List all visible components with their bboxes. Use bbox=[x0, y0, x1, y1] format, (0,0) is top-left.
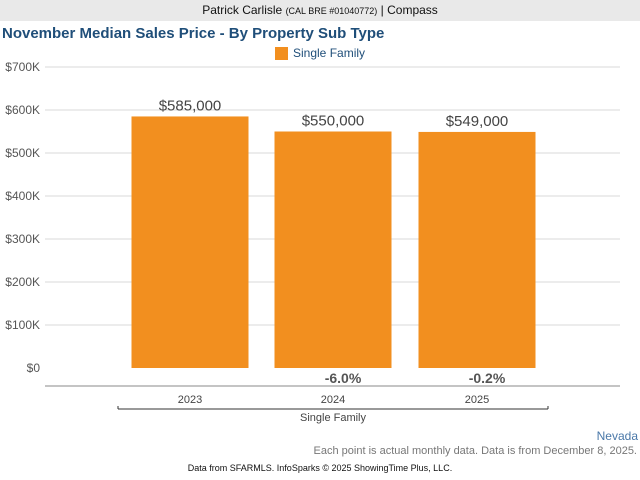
y-tick-label: $300K bbox=[5, 232, 40, 246]
bar[interactable] bbox=[274, 131, 392, 369]
change-label: -0.2% bbox=[469, 370, 506, 386]
bar[interactable] bbox=[418, 131, 536, 368]
bar-value-label: $585,000 bbox=[159, 97, 222, 114]
agent-name: Patrick Carlisle bbox=[202, 3, 283, 17]
y-tick-label: $400K bbox=[5, 189, 40, 203]
bar-chart: $0 $100K $200K $300K $400K $500K $600K $700K $58… bbox=[5, 60, 620, 424]
header-separator: | bbox=[380, 3, 384, 17]
agent-header: Patrick Carlisle (CAL BRE #01040772) | C… bbox=[0, 0, 640, 21]
y-tick-label: $200K bbox=[5, 275, 40, 289]
x-tick-label: 2023 bbox=[178, 394, 202, 406]
y-tick-label: $100K bbox=[5, 318, 40, 332]
data-note: Each point is actual monthly data. Data … bbox=[313, 445, 637, 457]
group-label: Single Family bbox=[300, 412, 367, 424]
region-label: Nevada bbox=[596, 429, 638, 443]
chart-title: November Median Sales Price - By Propert… bbox=[2, 25, 385, 42]
bar[interactable] bbox=[131, 116, 249, 368]
brokerage-name: Compass bbox=[387, 3, 438, 17]
y-tick-label: $700K bbox=[5, 60, 40, 74]
x-tick-label: 2024 bbox=[321, 394, 345, 406]
change-label: -6.0% bbox=[325, 370, 362, 386]
y-tick-label: $600K bbox=[5, 103, 40, 117]
chart-legend[interactable]: Single Family bbox=[275, 46, 365, 60]
bar-value-label: $550,000 bbox=[302, 113, 365, 130]
footer-credit: Data from SFARMLS. InfoSparks © 2025 Sho… bbox=[187, 463, 453, 473]
legend-swatch bbox=[275, 46, 288, 60]
y-tick-label: $0 bbox=[27, 361, 41, 375]
bar-value-label: $549,000 bbox=[446, 113, 509, 130]
agent-license: (CAL BRE #01040772) bbox=[285, 6, 378, 16]
y-tick-label: $500K bbox=[5, 146, 40, 160]
legend-label: Single Family bbox=[293, 46, 366, 60]
x-tick-label: 2025 bbox=[465, 394, 489, 406]
